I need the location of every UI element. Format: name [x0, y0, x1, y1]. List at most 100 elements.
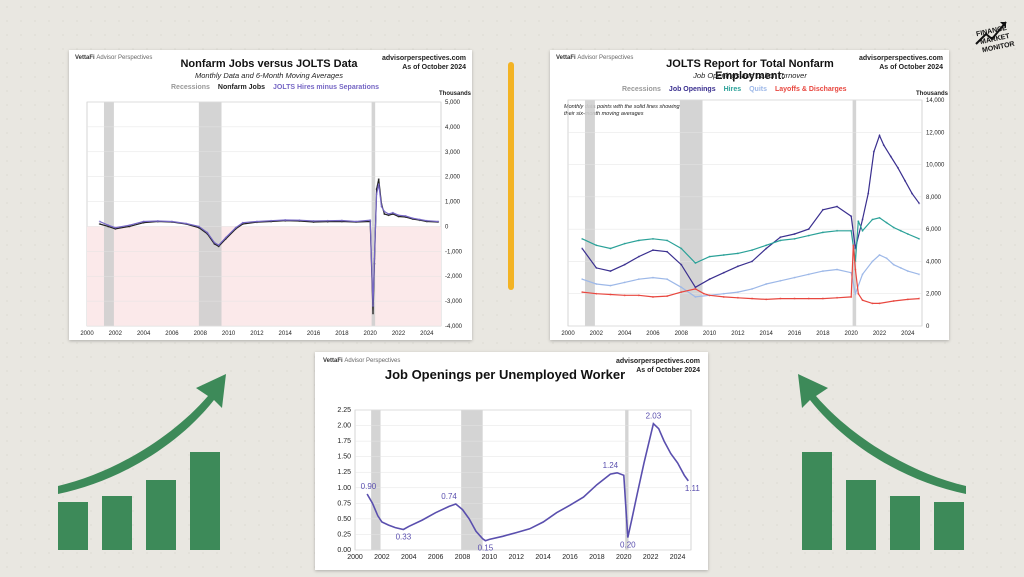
growth-chart-icon-right [798, 374, 966, 550]
data-label: 2.03 [646, 412, 662, 421]
data-point [637, 255, 640, 258]
data-label: 1.11 [685, 484, 701, 493]
legend-nonfarm-jobs: Nonfarm Jobs [217, 84, 265, 91]
data-point [651, 276, 654, 279]
data-point [270, 219, 273, 222]
data-point [107, 224, 110, 227]
x-tick-label: 2018 [816, 331, 830, 337]
data-point [708, 294, 711, 297]
legend-job-openings: Job Openings [668, 86, 716, 93]
y-tick-label: -4,000 [445, 324, 463, 330]
growth-chart-icon-left [58, 374, 226, 550]
x-tick-label: 2022 [392, 331, 406, 337]
data-point [836, 229, 839, 232]
legend-jolts: JOLTS Hires minus Separations [272, 84, 380, 91]
data-point [197, 225, 200, 228]
data-point [854, 292, 857, 295]
y-tick-label: 12,000 [926, 130, 945, 136]
x-tick-label: 2006 [646, 331, 660, 337]
x-tick-label: 2008 [194, 331, 208, 337]
data-point [425, 219, 428, 222]
data-point [666, 239, 669, 242]
data-point [899, 266, 902, 269]
chart-note: Monthly data points with the solid lines… [564, 104, 680, 117]
data-point [911, 192, 914, 195]
data-point [680, 247, 683, 250]
y-tick-label: 2.00 [337, 423, 351, 430]
y-tick-label: 2,000 [445, 175, 461, 181]
chart-title: JOLTS Report for Total Nonfarm Employmen… [666, 58, 834, 82]
y-tick-label: 4,000 [445, 125, 461, 131]
series-line [582, 245, 920, 304]
chart-subtitle: Monthly Data and 6-Month Moving Averages [195, 71, 343, 80]
data-point [871, 260, 874, 263]
x-tick-label: 2018 [335, 331, 349, 337]
recession-band [461, 410, 483, 550]
data-point [170, 220, 173, 223]
x-tick-label: 2010 [482, 554, 498, 561]
data-point [595, 283, 598, 286]
data-point [377, 183, 380, 186]
data-point [651, 295, 654, 298]
data-point [326, 219, 329, 222]
x-tick-label: 2006 [428, 554, 444, 561]
data-point [885, 257, 888, 260]
data-point [609, 270, 612, 273]
data-point [722, 295, 725, 298]
data-point [906, 298, 909, 301]
data-point [736, 252, 739, 255]
data-point [156, 219, 159, 222]
data-point [383, 213, 386, 215]
data-point [609, 247, 612, 250]
chart-panel-openings-per-unemployed: VettaFi Advisor Perspectives advisorpers… [315, 352, 708, 570]
vettafi-brand: VettaFi Advisor Perspectives [323, 358, 401, 364]
chart-plot: 5,000 4,000 3,000 2,000 1,000 0 -1,000 -2,000 -3… [80, 100, 463, 337]
y-tick-label: 1,000 [445, 200, 461, 206]
vettafi-brand: VettaFi Advisor Perspectives [556, 55, 634, 61]
data-point [241, 221, 244, 224]
chart-title: Nonfarm Jobs versus JOLTS Data [180, 58, 358, 70]
data-point [850, 229, 853, 232]
x-tick-label: 2000 [347, 554, 363, 561]
data-point [751, 297, 754, 300]
y-tick-label: 0 [445, 224, 449, 230]
y-tick-label: 10,000 [926, 163, 945, 169]
x-tick-label: 2004 [618, 331, 632, 337]
recession-band [103, 102, 114, 326]
data-point [779, 236, 782, 239]
data-point [284, 218, 287, 221]
y-tick-label: 1.00 [337, 485, 351, 492]
y-tick-label: 6,000 [926, 227, 942, 233]
y-tick-label: 4,000 [926, 259, 942, 265]
data-point [722, 253, 725, 256]
data-point [377, 178, 380, 181]
data-point [694, 286, 697, 289]
data-point [418, 218, 421, 221]
data-point [861, 299, 864, 302]
x-tick-label: 2020 [364, 331, 378, 337]
data-point [397, 214, 400, 217]
data-point [387, 213, 390, 215]
data-label: 0.90 [361, 482, 377, 491]
data-point [765, 283, 768, 286]
data-point [372, 305, 375, 308]
data-point [906, 270, 909, 273]
data-point [680, 286, 683, 289]
data-label: 1.24 [603, 461, 619, 470]
data-point [722, 292, 725, 295]
x-tick-label: 2002 [590, 331, 604, 337]
data-point [867, 192, 870, 195]
x-tick-label: 2010 [222, 331, 236, 337]
data-point [821, 231, 824, 234]
data-label: 0.33 [396, 532, 412, 541]
data-point [128, 224, 131, 227]
data-point [918, 202, 921, 205]
data-point [213, 241, 216, 244]
y-tick-label: -1,000 [445, 249, 463, 255]
data-point [807, 228, 810, 231]
chart-plot: 14,000 12,000 10,000 8,000 6,000 4,000 2,000 0 2… [561, 98, 945, 337]
data-point [637, 278, 640, 281]
data-point [857, 292, 860, 295]
data-point [581, 278, 584, 281]
y-tick-label: -2,000 [445, 274, 463, 280]
